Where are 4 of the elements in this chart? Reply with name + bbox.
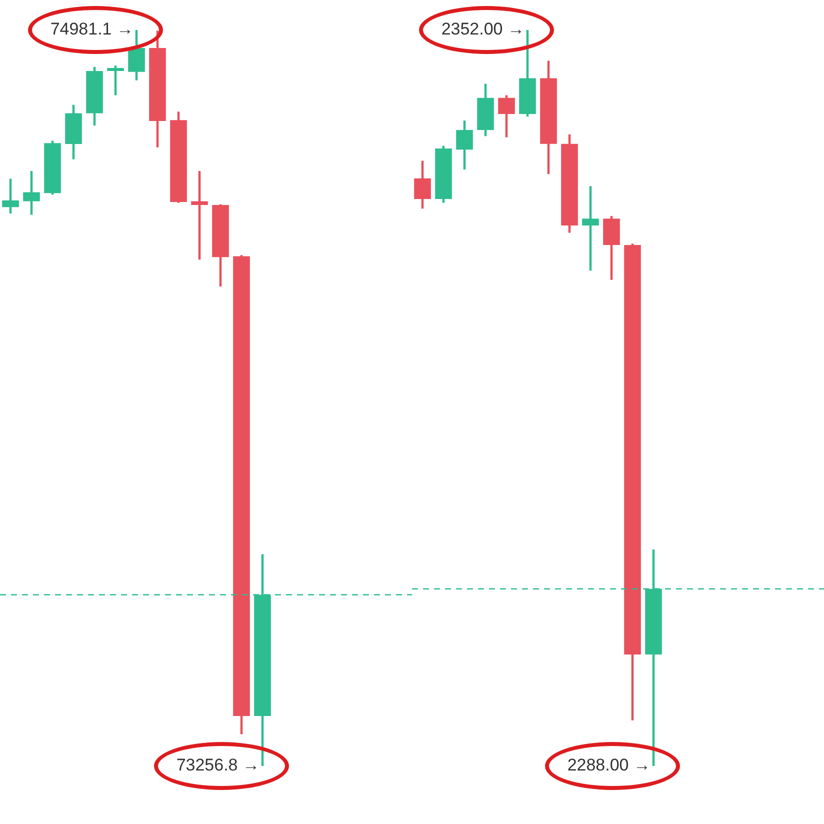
annotation: 2288.00 → — [567, 756, 650, 775]
annotation: 2352.00 → — [441, 20, 524, 39]
annotation: 74981.1 → — [50, 20, 134, 39]
annotation: 73256.8 → — [176, 756, 260, 775]
